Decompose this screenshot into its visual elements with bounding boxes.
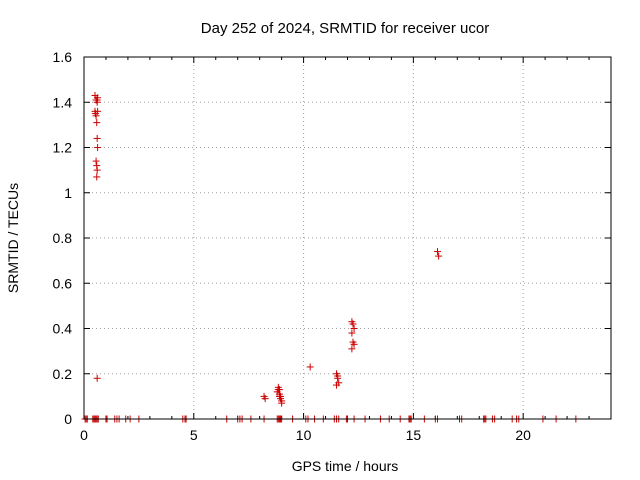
- grid-lines: [84, 57, 611, 419]
- data-point: [334, 372, 342, 380]
- data-point: [93, 166, 101, 174]
- y-tick-label: 1.4: [53, 94, 73, 110]
- y-tick-label: 0.2: [53, 366, 73, 382]
- data-point: [306, 363, 314, 371]
- axis-ticks: 0 5 10 15 20 0 0.2 0.4 0.6 0.8 1 1.2 1.4 1.6: [53, 49, 611, 443]
- chart-title: Day 252 of 2024, SRMTID for receiver uco…: [201, 20, 489, 37]
- data-point: [94, 144, 102, 151]
- y-axis-label: SRMTID / TECUs: [5, 183, 21, 293]
- data-point: [434, 248, 442, 256]
- x-tick-label: 5: [190, 427, 198, 443]
- data-point: [93, 374, 101, 382]
- data-point: [261, 395, 269, 403]
- x-axis-label: GPS time / hours: [292, 458, 399, 474]
- data-point: [348, 345, 356, 353]
- data-points: [81, 91, 580, 423]
- y-tick-label: 0.4: [53, 321, 73, 337]
- x-tick-label: 15: [406, 427, 422, 443]
- x-tick-label: 10: [296, 427, 312, 443]
- y-tick-label: 1.2: [53, 140, 73, 156]
- y-tick-label: 0: [64, 411, 72, 427]
- y-tick-label: 0.6: [53, 275, 73, 291]
- data-point: [349, 320, 357, 328]
- data-point: [93, 134, 101, 142]
- data-point: [278, 399, 286, 407]
- data-point: [333, 381, 341, 389]
- data-point: [93, 173, 101, 181]
- data-point: [435, 252, 443, 260]
- x-tick-label: 20: [515, 427, 531, 443]
- y-tick-label: 1: [64, 185, 72, 201]
- data-point: [94, 107, 102, 115]
- data-point: [93, 96, 101, 104]
- data-point: [348, 329, 356, 337]
- data-point: [92, 157, 100, 165]
- y-tick-label: 0.8: [53, 230, 73, 246]
- y-tick-label: 1.6: [53, 49, 73, 65]
- data-point: [277, 392, 285, 400]
- data-point: [275, 386, 283, 394]
- data-point: [92, 112, 100, 120]
- data-point: [350, 340, 358, 348]
- data-point: [350, 325, 358, 332]
- x-tick-label: 0: [80, 427, 88, 443]
- data-point: [93, 119, 101, 127]
- plot-frame: [83, 56, 612, 420]
